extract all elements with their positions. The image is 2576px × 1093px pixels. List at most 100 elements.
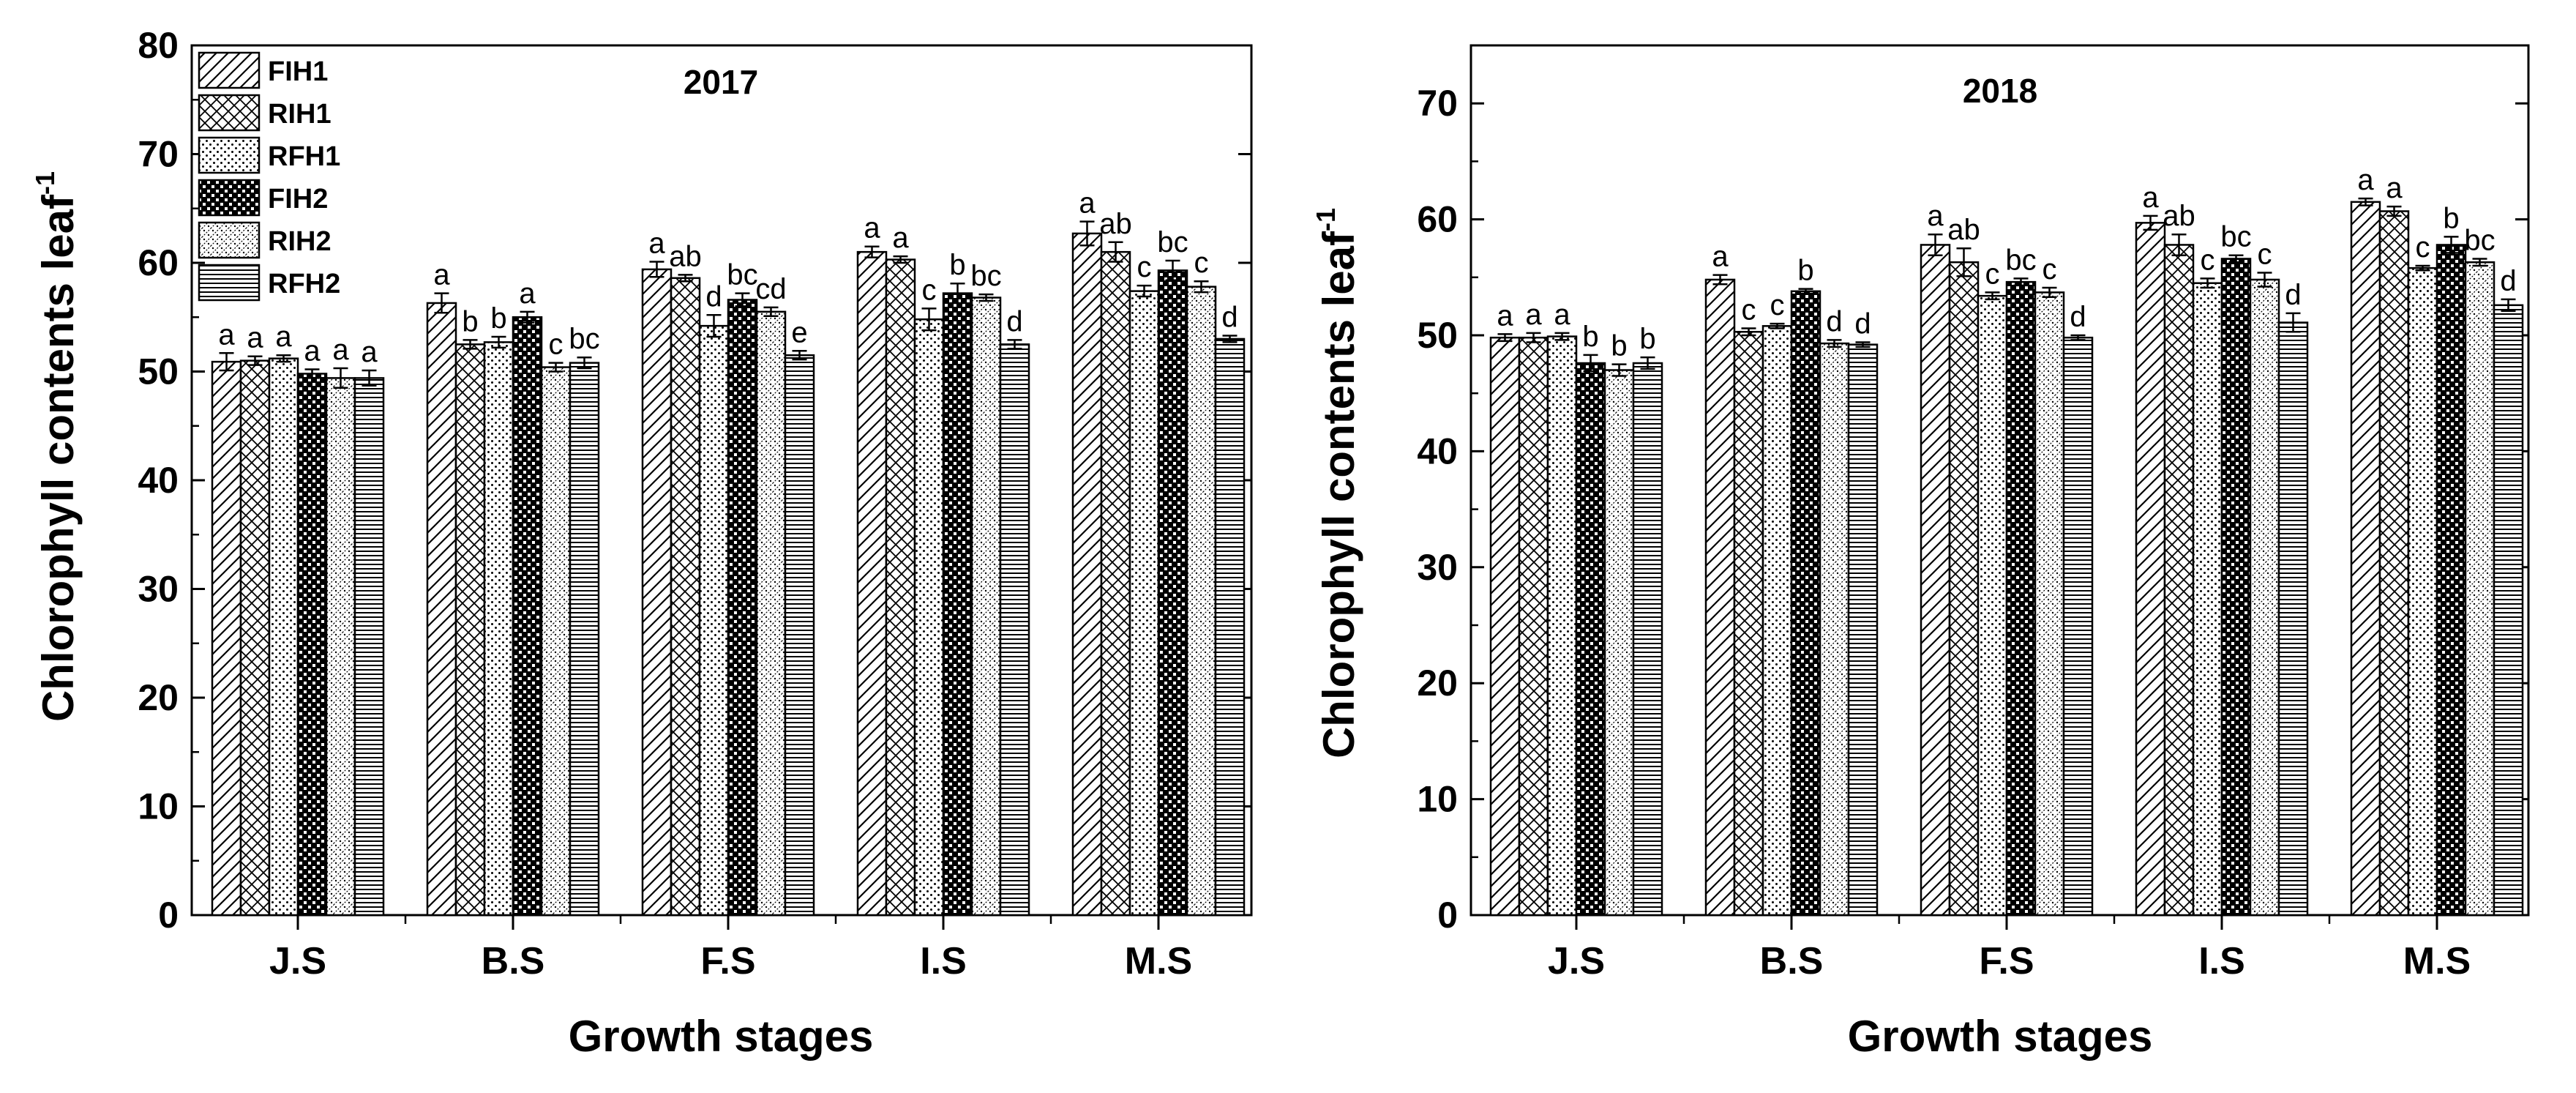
x-tick-label: F.S bbox=[700, 940, 755, 982]
bar-RFH1-M.S bbox=[1128, 290, 1160, 917]
panel-2018: 2018 Growth stages Chlorophyll contents … bbox=[1311, 72, 2152, 1061]
x-axis-title-2017: Growth stages bbox=[569, 1012, 874, 1061]
bar-RIH2-I.S bbox=[970, 296, 1002, 917]
legend-swatch-RFH2 bbox=[198, 264, 261, 302]
significance-letter: c bbox=[1770, 289, 1785, 321]
significance-letter: bc bbox=[1157, 226, 1188, 258]
bar-RFH2-B.S bbox=[569, 362, 600, 917]
legend-swatch-RIH2 bbox=[198, 221, 261, 259]
y-tick-label: 0 bbox=[158, 895, 179, 936]
significance-letter: a bbox=[1712, 241, 1729, 273]
bar-FIH2-M.S bbox=[2435, 244, 2467, 917]
significance-letter: c bbox=[549, 329, 564, 361]
bar-RIH2-B.S bbox=[540, 366, 572, 917]
bar-FIH2-F.S bbox=[2005, 280, 2037, 917]
significance-letter: a bbox=[275, 321, 292, 353]
significance-letter: b bbox=[2443, 202, 2459, 234]
significance-letter: a bbox=[2357, 164, 2374, 196]
significance-letter: a bbox=[304, 335, 321, 368]
bar-RIH1-F.S bbox=[1948, 261, 1980, 917]
bar-RIH1-F.S bbox=[670, 277, 701, 917]
significance-letter: c bbox=[2416, 231, 2430, 264]
bar-RIH1-M.S bbox=[1100, 250, 1131, 917]
bar-RFH1-I.S bbox=[913, 318, 945, 917]
significance-letter: a bbox=[433, 259, 450, 291]
y-tick-label: 10 bbox=[138, 786, 179, 827]
bar-FIH1-M.S bbox=[1071, 232, 1103, 917]
significance-letter: b bbox=[949, 249, 965, 281]
bar-RFH1-M.S bbox=[2407, 266, 2438, 917]
bar-FIH1-J.S bbox=[1489, 336, 1521, 917]
y-tick-label: 30 bbox=[1417, 547, 1458, 588]
significance-letter: bc bbox=[727, 259, 757, 291]
bar-RIH1-I.S bbox=[2163, 244, 2195, 917]
significance-letter: bc bbox=[2464, 224, 2495, 256]
significance-letter: a bbox=[892, 222, 909, 254]
significance-letter: c bbox=[2201, 244, 2215, 276]
y-tick-label: 50 bbox=[1417, 315, 1458, 356]
significance-letter: c bbox=[922, 274, 937, 306]
bar-RIH1-J.S bbox=[1518, 336, 1549, 917]
y-axis-title-2018: Chlorophyll contents leaf-1 bbox=[1311, 208, 1363, 758]
significance-letter: cd bbox=[755, 273, 786, 305]
significance-letter: a bbox=[648, 228, 665, 260]
bar-RIH1-I.S bbox=[885, 258, 916, 917]
y-tick-label: 10 bbox=[1417, 779, 1458, 820]
significance-letter: d bbox=[1826, 305, 1842, 337]
bar-FIH2-M.S bbox=[1157, 269, 1188, 917]
y-tick-label: 60 bbox=[1417, 199, 1458, 240]
x-tick-label: I.S bbox=[920, 940, 967, 982]
bar-RIH2-F.S bbox=[2034, 291, 2065, 917]
significance-letter: a bbox=[2386, 172, 2403, 204]
significance-letter: a bbox=[2142, 182, 2159, 214]
x-tick-label: J.S bbox=[269, 940, 326, 982]
bar-FIH2-I.S bbox=[942, 292, 973, 917]
y-tick-label: 30 bbox=[138, 569, 179, 610]
significance-letter: d bbox=[1854, 308, 1871, 340]
bar-RFH1-I.S bbox=[2192, 282, 2223, 917]
bar-FIH1-I.S bbox=[856, 250, 888, 917]
significance-letter: a bbox=[1554, 299, 1570, 331]
significance-letter: a bbox=[361, 336, 378, 368]
significance-letter: bc bbox=[2220, 221, 2251, 253]
legend-label-FIH2: FIH2 bbox=[268, 184, 328, 215]
bar-RIH1-J.S bbox=[239, 359, 271, 917]
significance-letter: a bbox=[332, 334, 349, 366]
significance-letter: ab bbox=[669, 240, 702, 272]
y-tick-label: 20 bbox=[1417, 663, 1458, 704]
bar-RIH2-J.S bbox=[1603, 369, 1635, 917]
bar-FIH1-I.S bbox=[2135, 222, 2166, 917]
significance-letter: e bbox=[791, 316, 807, 348]
significance-letter: a bbox=[1497, 299, 1513, 332]
bar-FIH1-F.S bbox=[1920, 244, 1951, 917]
bar-RFH2-M.S bbox=[1214, 337, 1246, 917]
significance-letter: a bbox=[218, 318, 235, 351]
y-tick-label: 60 bbox=[138, 242, 179, 283]
bar-RFH1-F.S bbox=[698, 324, 730, 917]
bar-FIH1-F.S bbox=[641, 268, 673, 917]
bar-RFH2-J.S bbox=[353, 377, 385, 917]
bar-RIH2-B.S bbox=[1819, 342, 1850, 917]
legend-swatch-RFH1 bbox=[198, 136, 261, 174]
significance-letter: b bbox=[462, 305, 478, 337]
significance-letter: a bbox=[519, 277, 536, 310]
bar-RFH2-F.S bbox=[784, 354, 815, 917]
bar-RFH2-M.S bbox=[2493, 304, 2524, 917]
y-axis-title-2017: Chlorophyll contents leaf-1 bbox=[30, 171, 83, 722]
significance-letter: bc bbox=[2005, 244, 2036, 276]
significance-letter: d bbox=[2070, 301, 2086, 333]
significance-letter: ab bbox=[1099, 208, 1132, 240]
significance-letter: c bbox=[1194, 247, 1209, 279]
y-tick-label: 40 bbox=[1417, 430, 1458, 471]
significance-letter: ab bbox=[2163, 200, 2195, 232]
bar-FIH1-M.S bbox=[2350, 201, 2381, 917]
significance-letter: b bbox=[1797, 255, 1813, 287]
bar-FIH1-J.S bbox=[211, 360, 242, 917]
x-tick-label: B.S bbox=[482, 940, 545, 982]
legend-swatch-FIH2 bbox=[198, 179, 261, 217]
